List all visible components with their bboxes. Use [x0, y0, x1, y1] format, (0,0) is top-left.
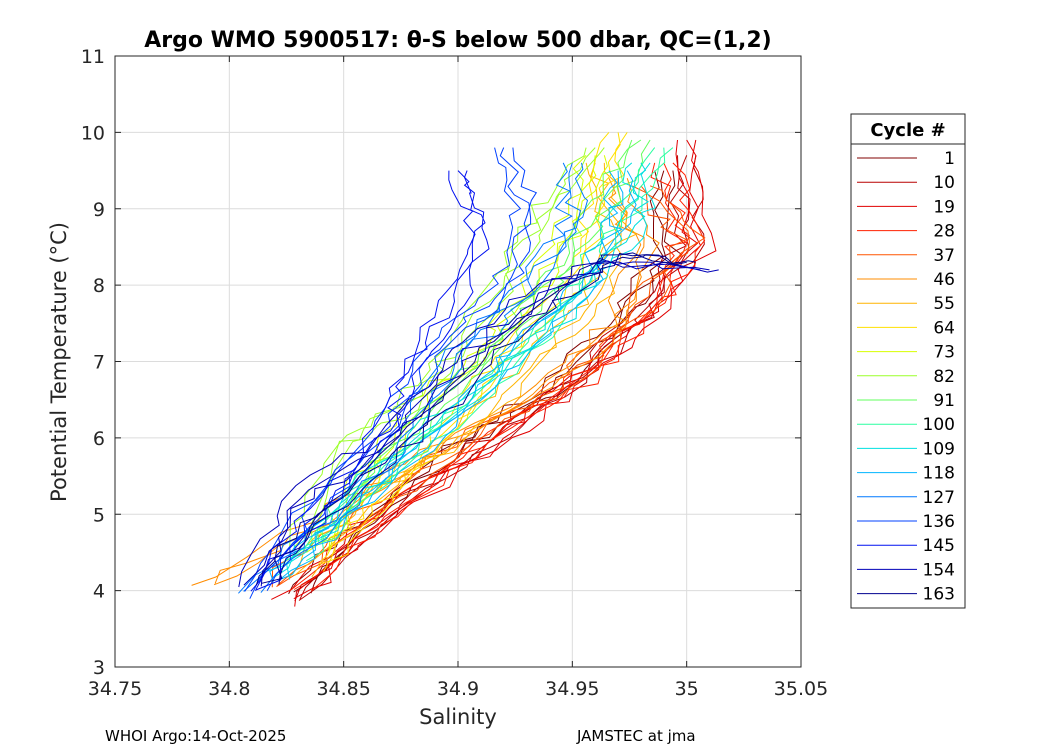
- legend-label-91: 91: [933, 391, 955, 411]
- legend-label-73: 73: [933, 343, 955, 363]
- profile-line-cycle-163: [255, 252, 678, 586]
- x-axis-label: Salinity: [419, 705, 497, 729]
- chart-title: Argo WMO 5900517: θ-S below 500 dbar, QC…: [144, 28, 772, 53]
- y-tick-label: 5: [93, 504, 105, 526]
- profile-line-cycle-91: [316, 139, 633, 543]
- profile-line-cycle-127: [243, 162, 581, 592]
- profile-line-cycle-28: [311, 162, 706, 592]
- profile-line-cycle-91: [321, 139, 642, 541]
- profile-line-cycle-28: [293, 162, 690, 590]
- profile-line-cycle-136: [266, 147, 538, 591]
- profile-lines: [191, 132, 719, 607]
- profile-line-cycle-163: [261, 254, 687, 584]
- profile-line-cycle-46: [214, 178, 645, 584]
- legend-label-136: 136: [923, 512, 955, 532]
- profile-line-cycle-100: [306, 147, 674, 562]
- legend-title: Cycle #: [870, 120, 945, 141]
- y-axis-label: Potential Temperature (°C): [47, 222, 71, 502]
- profile-line-cycle-37: [277, 185, 690, 586]
- x-tick-label: 34.9: [437, 678, 479, 700]
- x-tick-label: 34.8: [208, 678, 250, 700]
- profile-line-cycle-145: [255, 170, 486, 590]
- profile-line-cycle-145: [250, 170, 476, 592]
- legend-label-10: 10: [933, 173, 955, 193]
- legend-label-28: 28: [933, 222, 955, 242]
- y-tick-label: 4: [93, 581, 105, 603]
- legend-label-118: 118: [923, 464, 955, 484]
- profile-line-cycle-163: [278, 252, 696, 585]
- legend-label-109: 109: [923, 439, 955, 459]
- profile-line-cycle-118: [269, 170, 619, 583]
- profile-line-cycle-145: [254, 170, 490, 591]
- profile-line-cycle-10: [298, 155, 705, 601]
- profile-line-cycle-28: [288, 162, 688, 592]
- x-axis-ticks: 34.75 34.8 34.85 34.9 34.95 35 35.05: [88, 56, 828, 700]
- x-tick-label: 34.85: [316, 678, 370, 700]
- y-tick-label: 3: [93, 657, 105, 679]
- footer-left: WHOI Argo:14-Oct-2025: [105, 727, 286, 745]
- x-tick-label: 35.05: [774, 678, 828, 700]
- profile-line-cycle-46: [213, 178, 660, 586]
- legend-label-1: 1: [944, 149, 955, 169]
- legend-label-154: 154: [923, 560, 955, 580]
- legend-entries: 1 10 19 28 37 46 55 64 73 82 91 100 109 118 127 136 145 1…: [857, 149, 955, 605]
- y-tick-label: 10: [81, 122, 105, 144]
- profile-line-cycle-136: [244, 147, 522, 592]
- footer-right: JAMSTEC at jma: [576, 727, 696, 745]
- legend-label-82: 82: [933, 367, 955, 387]
- y-tick-label: 8: [93, 275, 105, 297]
- profile-line-cycle-109: [286, 162, 656, 580]
- y-tick-label: 6: [93, 428, 105, 450]
- y-axis-ticks: 3 4 5 6 7 8 9 10 11: [81, 46, 801, 679]
- legend-label-64: 64: [933, 318, 955, 338]
- legend: Cycle # 1 10 19 28 37 46 55 64 73 82 91 100 109 118 12…: [850, 113, 966, 609]
- profile-line-cycle-136: [249, 147, 532, 599]
- profile-line-cycle-19: [293, 139, 717, 600]
- x-tick-label: 34.95: [545, 678, 599, 700]
- profile-line-cycle-154: [260, 261, 719, 587]
- legend-label-145: 145: [923, 536, 955, 556]
- x-tick-label: 34.75: [88, 678, 142, 700]
- legend-label-46: 46: [933, 270, 955, 290]
- legend-label-37: 37: [933, 246, 955, 266]
- profile-line-cycle-46: [191, 177, 642, 586]
- profile-line-cycle-118: [278, 170, 624, 581]
- profile-line-cycle-118: [277, 170, 637, 582]
- profile-line-cycle-91: [322, 139, 651, 543]
- y-tick-label: 9: [93, 199, 105, 221]
- profile-line-cycle-73: [328, 155, 608, 552]
- profile-line-cycle-154: [238, 260, 701, 588]
- y-tick-label: 7: [93, 352, 105, 374]
- legend-label-100: 100: [923, 415, 955, 435]
- legend-box: [850, 113, 966, 609]
- legend-label-19: 19: [933, 197, 955, 217]
- legend-label-127: 127: [923, 488, 955, 508]
- legend-label-163: 163: [923, 585, 955, 605]
- profile-line-cycle-154: [243, 257, 710, 586]
- profile-line-cycle-109: [272, 162, 650, 579]
- profile-line-cycle-109: [267, 162, 639, 572]
- y-tick-label: 11: [81, 46, 105, 68]
- legend-label-55: 55: [933, 294, 955, 314]
- x-tick-label: 35: [675, 678, 699, 700]
